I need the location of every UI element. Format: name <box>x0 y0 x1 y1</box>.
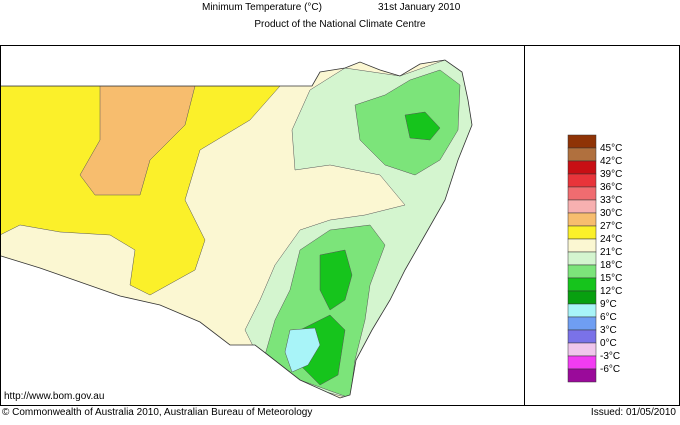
legend-label: 9°C <box>600 299 617 310</box>
subtitle: Product of the National Climate Centre <box>254 19 426 30</box>
legend-swatch <box>567 251 597 266</box>
legend-label: 39°C <box>600 169 622 180</box>
legend-swatch <box>567 355 597 370</box>
legend-swatch <box>567 316 597 331</box>
legend: 45°C 42°C 39°C 36°C 33°C 30°C 27°C 24°C 21°C 18°C… <box>567 134 622 383</box>
legend-label: 24°C <box>600 234 622 245</box>
legend-label: 21°C <box>600 247 622 258</box>
source-url: http://www.bom.gov.au <box>4 391 104 402</box>
legend-label: 36°C <box>600 182 622 193</box>
date: 31st January 2010 <box>378 2 461 13</box>
legend-swatch <box>567 290 597 305</box>
legend-label: 42°C <box>600 156 622 167</box>
legend-swatch <box>567 238 597 253</box>
legend-label: 27°C <box>600 221 622 232</box>
legend-swatch <box>567 277 597 292</box>
legend-swatch <box>567 368 597 383</box>
legend-label: -3°C <box>600 351 620 362</box>
legend-label: 30°C <box>600 208 622 219</box>
issued-date: Issued: 01/05/2010 <box>591 407 677 418</box>
legend-label: 45°C <box>600 143 622 154</box>
legend-swatch <box>567 173 597 188</box>
legend-label: 12°C <box>600 286 622 297</box>
legend-swatch <box>567 212 597 227</box>
legend-label: 3°C <box>600 325 617 336</box>
legend-swatch <box>567 329 597 344</box>
legend-label: 15°C <box>600 273 622 284</box>
legend-swatch <box>567 186 597 201</box>
copyright: © Commonwealth of Australia 2010, Austra… <box>2 407 312 418</box>
legend-label: 33°C <box>600 195 622 206</box>
legend-label: 0°C <box>600 338 617 349</box>
legend-swatch <box>567 342 597 357</box>
legend-swatch <box>567 147 597 162</box>
legend-swatch <box>567 225 597 240</box>
legend-swatch <box>567 264 597 279</box>
title: Minimum Temperature (°C) <box>202 2 322 13</box>
legend-swatch <box>567 160 597 175</box>
legend-label: 6°C <box>600 312 617 323</box>
legend-label: -6°C <box>600 364 620 375</box>
legend-label: 18°C <box>600 260 622 271</box>
state-border <box>0 59 473 399</box>
legend-swatch <box>567 303 597 318</box>
legend-swatch <box>567 134 597 149</box>
legend-swatch <box>567 199 597 214</box>
